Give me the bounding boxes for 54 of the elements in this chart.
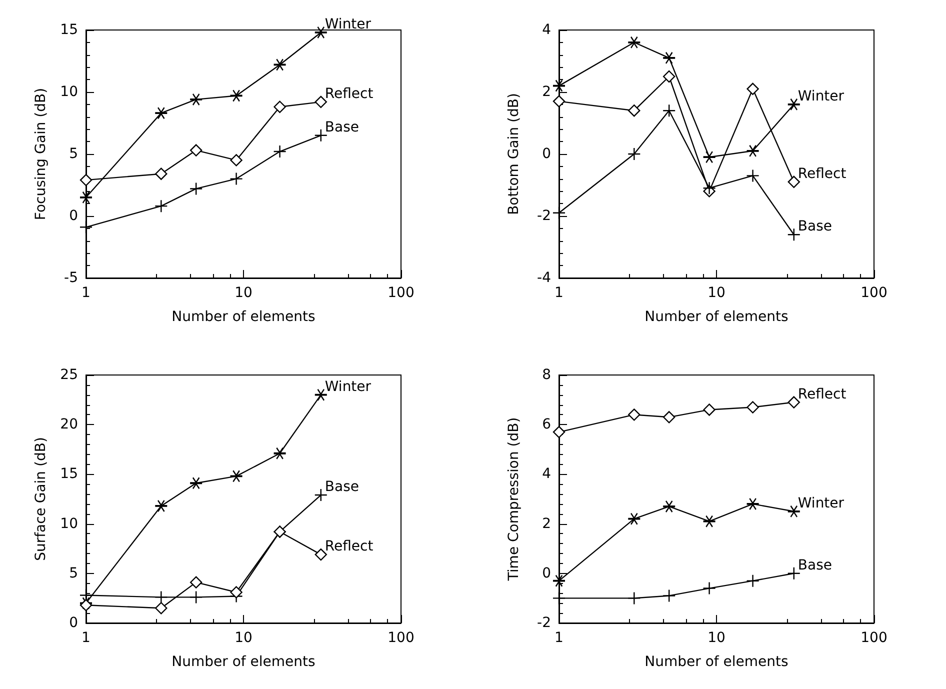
y-tick-label: 15 (60, 22, 78, 38)
y-tick-label: 4 (542, 22, 552, 38)
x-tick-label: 1 (82, 630, 90, 646)
series-label: Winter (798, 494, 844, 511)
y-axis-title: Time Compression (dB) (506, 416, 522, 582)
x-tick-label: 10 (234, 285, 252, 301)
x-tick-label: 100 (388, 630, 414, 646)
y-tick-label: 4 (542, 466, 552, 482)
y-tick-label: 8 (542, 366, 551, 382)
series-label: Winter (798, 88, 844, 104)
series-label: Base (798, 218, 832, 235)
series-label: Winter (324, 378, 372, 394)
series-label: Reflect (324, 538, 374, 554)
y-axis-title: Bottom Gain (dB) (506, 93, 522, 215)
y-tick-label: 0 (69, 614, 78, 630)
series-label: Base (798, 556, 832, 573)
y-axis-title: Surface Gain (dB) (33, 436, 49, 560)
y-tick-label: 10 (60, 515, 78, 532)
series-label: Base (324, 119, 359, 136)
series-label: Base (324, 478, 359, 495)
x-axis-title: Number of elements (644, 654, 788, 670)
x-axis-title: Number of elements (644, 309, 788, 325)
y-axis-title: Focusing Gain (dB) (33, 88, 49, 220)
y-tick-label: 0 (69, 208, 78, 224)
y-tick-label: 2 (542, 515, 551, 532)
y-tick-label: 20 (60, 416, 78, 432)
x-tick-label: 100 (860, 630, 888, 646)
x-tick-label: 1 (554, 285, 564, 301)
x-tick-label: 100 (860, 285, 888, 301)
series-label: Reflect (798, 386, 847, 402)
y-tick-label: -2 (537, 614, 551, 630)
y-tick-label: 0 (542, 146, 551, 162)
y-tick-label: 25 (60, 366, 78, 382)
y-tick-label: 6 (542, 416, 552, 432)
y-tick-label: -2 (537, 208, 551, 224)
y-tick-label: 5 (69, 564, 78, 581)
y-tick-label: -4 (537, 270, 552, 286)
series-label: Reflect (798, 166, 847, 182)
y-tick-label: -5 (64, 270, 78, 286)
y-tick-label: 0 (542, 564, 551, 581)
series-label: Winter (324, 16, 372, 32)
x-tick-label: 10 (234, 630, 252, 646)
series-label: Reflect (324, 86, 374, 102)
y-tick-label: 10 (60, 84, 78, 100)
x-tick-label: 1 (82, 285, 90, 301)
x-tick-label: 1 (554, 630, 564, 646)
x-axis-title: Number of elements (172, 654, 316, 670)
y-tick-label: 15 (60, 466, 78, 482)
x-tick-label: 100 (388, 285, 414, 301)
y-tick-label: 2 (542, 84, 551, 100)
x-tick-label: 10 (708, 630, 726, 646)
x-tick-label: 10 (708, 285, 726, 301)
x-axis-title: Number of elements (172, 309, 316, 325)
y-tick-label: 5 (69, 146, 78, 162)
